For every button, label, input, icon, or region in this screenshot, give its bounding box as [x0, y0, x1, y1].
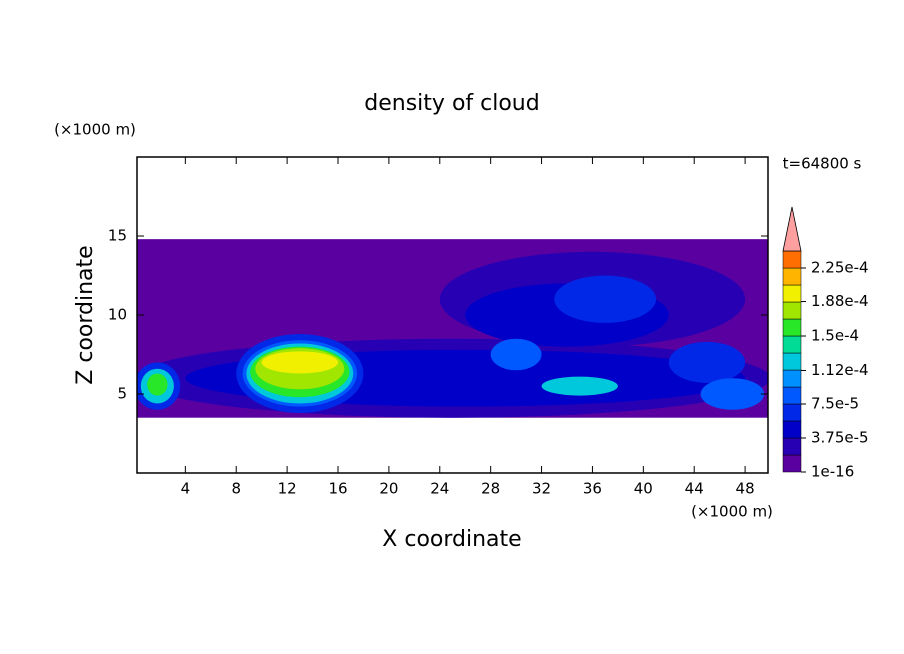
contour-region [668, 341, 746, 383]
contour-region [490, 338, 542, 371]
colorbar-box [782, 301, 802, 320]
x-unit: (×1000 m) [691, 503, 773, 521]
colorbar-box [782, 318, 802, 337]
contour-region [554, 275, 657, 323]
time-label: t=64800 s [783, 155, 862, 173]
colorbar-box [782, 420, 802, 439]
x-tick-label: 16 [328, 480, 347, 498]
contour-region [147, 373, 168, 396]
colorbar-box [782, 437, 802, 456]
x-tick-label: 40 [634, 480, 653, 498]
colorbar-box [782, 454, 802, 473]
y-axis-label: Z coordinate [73, 245, 98, 384]
chart-title: density of cloud [364, 91, 539, 116]
y-tick-label: 15 [108, 227, 127, 245]
contour-region [700, 378, 765, 410]
colorbar-box [782, 369, 802, 388]
colorbar-label: 2.25e-4 [811, 259, 869, 277]
colorbar-label: 1e-16 [811, 463, 854, 481]
x-tick-label: 48 [736, 480, 755, 498]
axes: 4 8 12 16 20 24 28 32 36 40 44 48510151e-163.75e-57… [108, 156, 869, 498]
x-tick-label: 36 [583, 480, 602, 498]
colorbar-box [782, 352, 802, 371]
colorbar-box [782, 335, 802, 354]
field [137, 239, 768, 418]
colorbar-box [782, 386, 802, 405]
colorbar-label: 3.75e-5 [811, 429, 869, 447]
x-tick-label: 8 [231, 480, 241, 498]
contour-region [541, 376, 618, 396]
contour-region [261, 351, 339, 374]
colorbar-label: 1.12e-4 [811, 361, 869, 379]
y-tick-label: 10 [108, 306, 127, 324]
colorbar-box [782, 403, 802, 422]
x-tick-label: 28 [481, 480, 500, 498]
colorbar-box [782, 284, 802, 303]
x-axis-label: X coordinate [382, 527, 521, 552]
colorbar-label: 1.88e-4 [811, 292, 869, 310]
colorbar-label: 1.5e-4 [811, 327, 859, 345]
x-tick-label: 32 [532, 480, 551, 498]
y-tick-label: 5 [117, 385, 127, 403]
x-tick-label: 12 [278, 480, 297, 498]
x-tick-label: 24 [430, 480, 449, 498]
colorbar-box [782, 250, 802, 269]
colorbar-label: 7.5e-5 [811, 395, 859, 413]
colorbar-box [782, 267, 802, 286]
x-tick-label: 4 [181, 480, 191, 498]
y-unit: (×1000 m) [54, 121, 136, 139]
colorbar-extend [782, 206, 802, 252]
x-tick-label: 44 [685, 480, 704, 498]
x-tick-label: 20 [379, 480, 398, 498]
